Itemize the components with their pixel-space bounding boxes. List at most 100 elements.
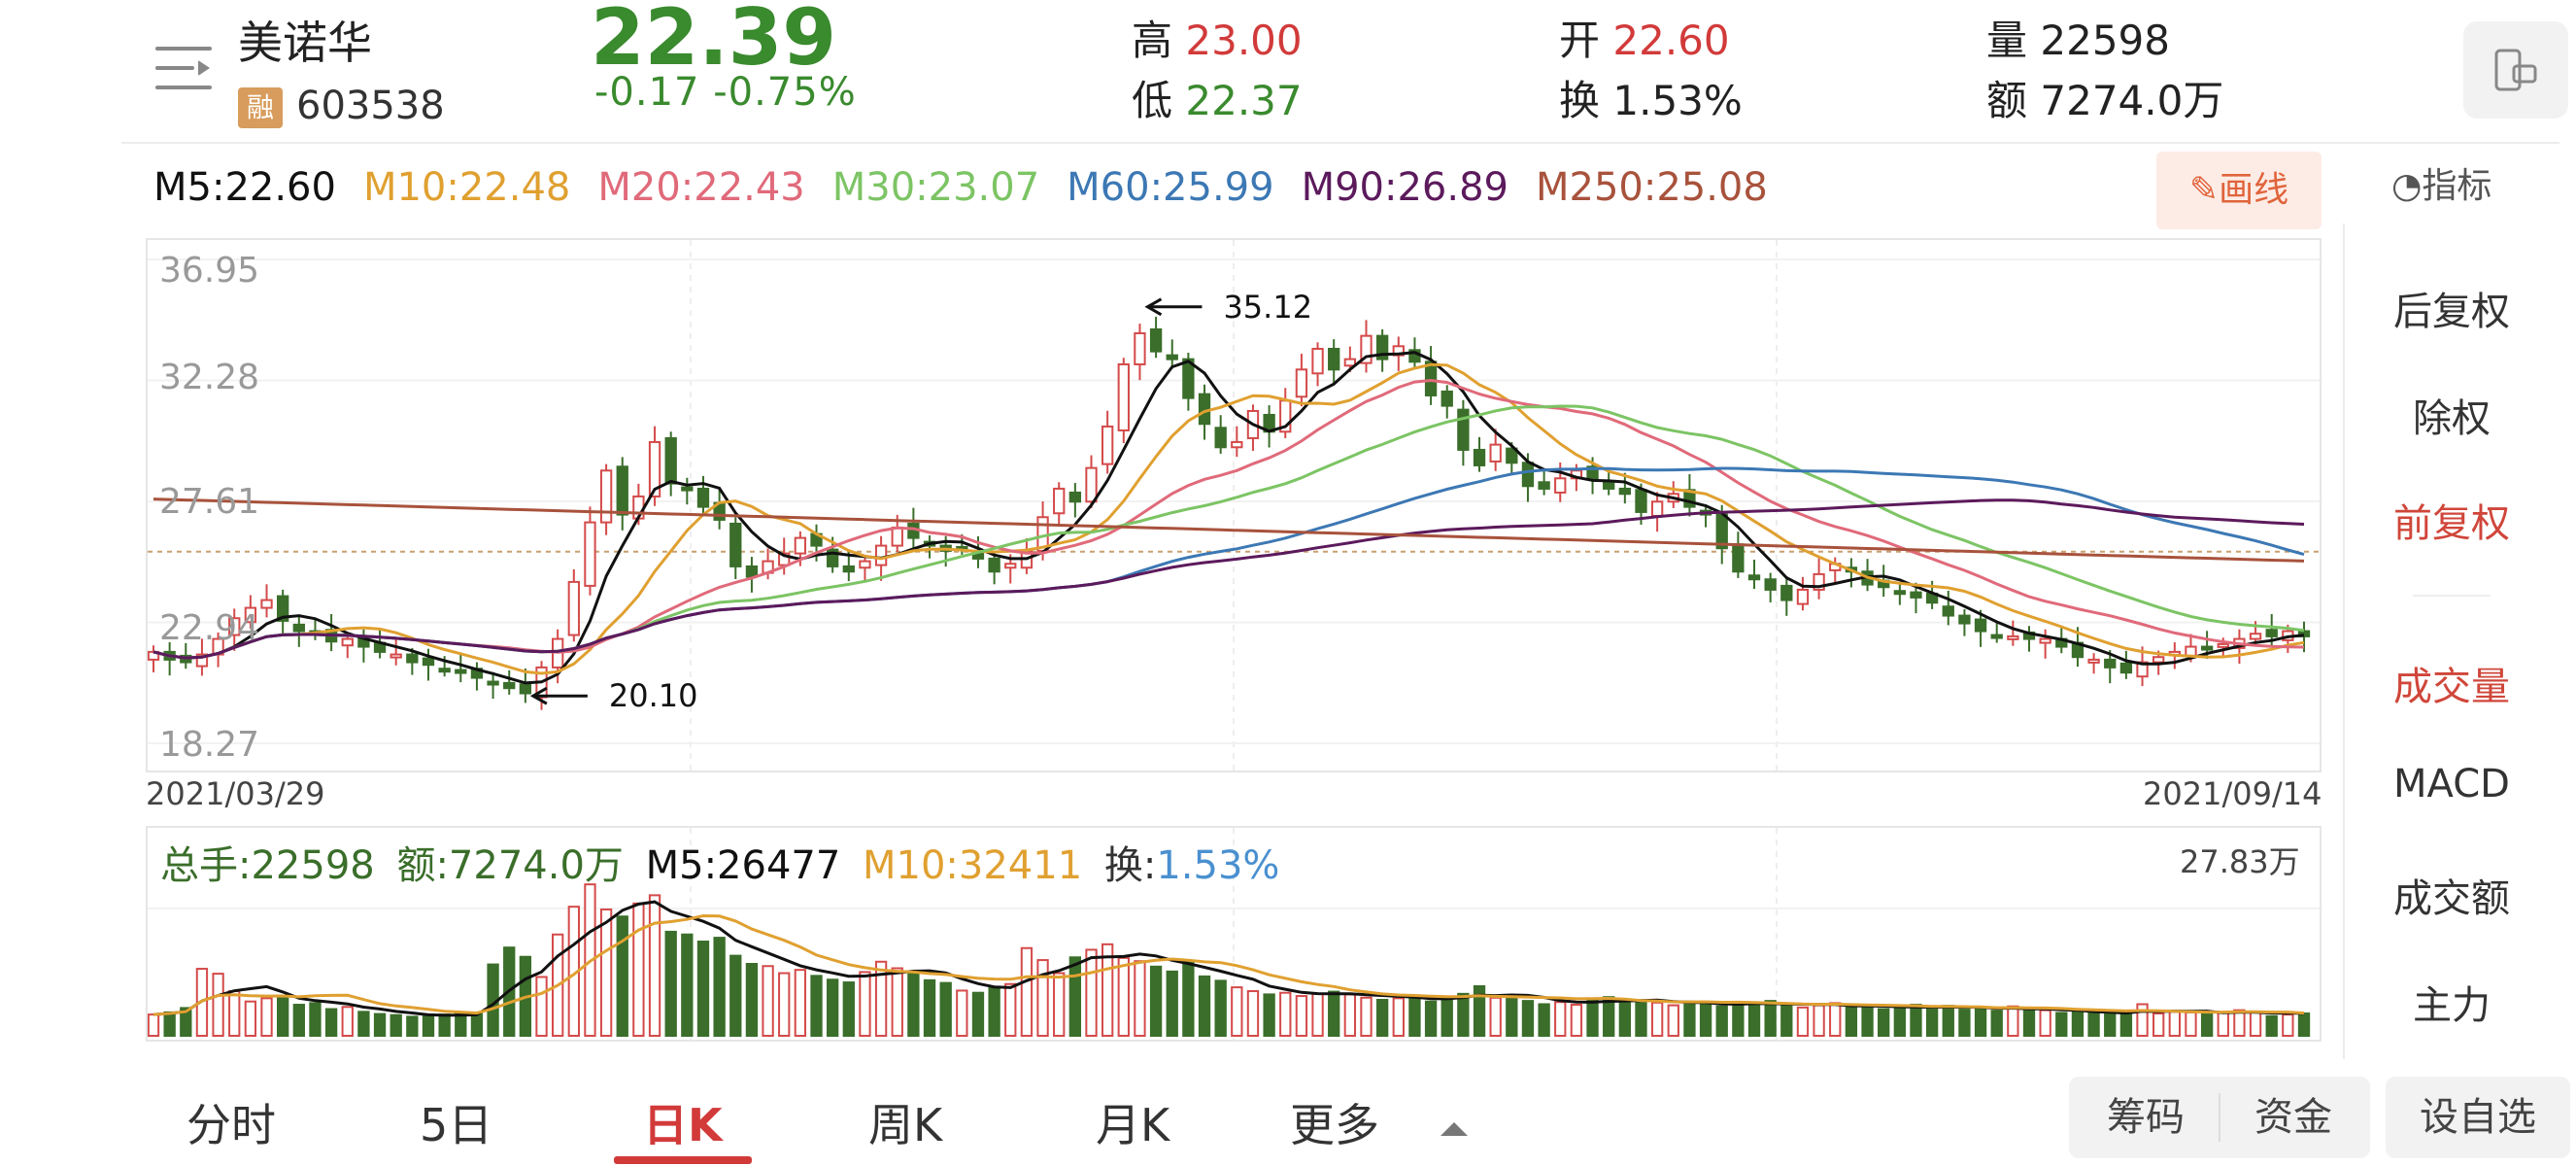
volume-bar-down	[907, 970, 920, 1037]
macd-indicator-option[interactable]: MACD	[2393, 762, 2510, 806]
candle-down	[292, 623, 305, 633]
volume-bar-up	[147, 1013, 160, 1038]
candle-up	[1101, 425, 1114, 465]
candle-down	[1149, 327, 1163, 353]
volume-bar-down	[616, 915, 628, 1037]
candle-down	[2200, 645, 2214, 651]
candle-up	[341, 637, 354, 647]
tab-weekly-k[interactable]: 周K	[868, 1099, 943, 1151]
volume-bar-down	[1635, 999, 1647, 1037]
candle-down	[1942, 605, 1954, 617]
back-adjust-option[interactable]: 后复权	[2393, 290, 2510, 334]
volume-bar-up	[2039, 1009, 2051, 1037]
tab-intraday[interactable]: 分时	[186, 1099, 276, 1151]
volume-bar-down	[2265, 1014, 2278, 1038]
volume-bar-down	[1198, 975, 1211, 1037]
volume-bar-down	[971, 991, 985, 1038]
candle-up	[584, 521, 596, 587]
candle-up	[147, 650, 160, 661]
high-marker-label: 35.12	[1223, 289, 1312, 326]
chips-funds-group: 筹码 资金	[2069, 1077, 2370, 1158]
volume-bar-up	[1231, 986, 1243, 1037]
candle-down	[1958, 614, 1971, 625]
volume-indicator-option[interactable]: 成交量	[2393, 665, 2510, 709]
start-date-label: 2021/03/29	[146, 775, 325, 812]
volume-bar-down	[1182, 959, 1195, 1037]
volume-bar-up	[1134, 960, 1146, 1037]
rotate-screen-button[interactable]	[2463, 21, 2568, 119]
volume-legend: 总手:22598 额:7274.0万 M5:26477 M10:32411 换:…	[160, 834, 1279, 890]
volume-bar-down	[1263, 993, 1275, 1037]
volume-bar-down	[1457, 992, 1470, 1038]
volume-bar-down	[729, 954, 742, 1037]
candle-down	[1506, 447, 1518, 464]
volume-bar-down	[2119, 1013, 2133, 1038]
candle-up	[1360, 334, 1373, 364]
chips-button[interactable]: 筹码	[2073, 1093, 2220, 1142]
volume-bar-down	[1408, 994, 1421, 1037]
quote-label: 换	[1559, 77, 1601, 124]
volume-bar-down	[438, 1013, 451, 1038]
candle-up	[859, 560, 871, 569]
ex-rights-option[interactable]: 除权	[2413, 396, 2491, 441]
add-watchlist-button[interactable]: 设自选	[2386, 1077, 2570, 1158]
volume-bar-down	[1878, 1008, 1890, 1037]
tab-monthly-k[interactable]: 月K	[1096, 1099, 1170, 1151]
tab-more-label: 更多	[1290, 1099, 1379, 1151]
ma60-value: M60:25.99	[1067, 165, 1274, 210]
candle-up	[1311, 347, 1324, 375]
volume-bar-up	[2007, 1005, 2019, 1037]
volume-bar-down	[390, 1013, 402, 1038]
candle-down	[487, 680, 499, 686]
volume-ma10-line	[153, 913, 2305, 1016]
candle-up	[228, 617, 241, 636]
draw-line-button[interactable]: ✎画线	[2156, 152, 2322, 229]
candle-down	[1910, 591, 1922, 599]
indicator-button[interactable]: ◔指标	[2391, 157, 2491, 208]
candle-down	[1182, 358, 1195, 399]
volume-bar-up	[1554, 1001, 1567, 1038]
candle-up	[1650, 500, 1664, 517]
tab-5day[interactable]: 5日	[420, 1099, 493, 1151]
volume-bar-up	[228, 990, 241, 1038]
amount-indicator-option[interactable]: 成交额	[2393, 876, 2510, 921]
funds-button[interactable]: 资金	[2254, 1095, 2332, 1140]
forward-adjust-option[interactable]: 前复权	[2393, 501, 2510, 546]
volume-bar-up	[1829, 1002, 1842, 1038]
candle-down	[1893, 590, 1906, 596]
ma10-value: M10:22.48	[362, 165, 571, 210]
quote-value: 23.00	[1185, 17, 1303, 64]
volume-bar-up	[1489, 996, 1502, 1037]
candle-down	[1603, 481, 1615, 490]
volume-bar-up	[2217, 1012, 2229, 1038]
turnover-label: 换:	[1103, 843, 1157, 888]
volume-bar-down	[1328, 990, 1340, 1038]
vol-ma5: M5:26477	[645, 843, 841, 888]
candlestick-chart[interactable]: 35.12 20.10	[146, 238, 2322, 772]
volume-chart[interactable]	[146, 826, 2322, 1042]
candle-up	[648, 440, 661, 497]
candle-down	[1747, 574, 1761, 581]
candle-up	[2039, 637, 2051, 644]
candle-down	[1780, 584, 1793, 601]
y-tick-label: 32.28	[159, 358, 260, 397]
volume-bar-down	[1893, 1007, 1906, 1037]
candle-up	[2087, 658, 2100, 664]
volume-bar-up	[1004, 982, 1017, 1037]
volume-bar-up	[1360, 996, 1373, 1037]
main-force-indicator-option[interactable]: 主力	[2413, 983, 2491, 1028]
header-divider	[121, 142, 2559, 144]
menu-icon[interactable]	[155, 47, 212, 91]
volume-bar-down	[1149, 965, 1163, 1037]
volume-bar-up	[1813, 1004, 1825, 1038]
candle-down	[1732, 543, 1745, 573]
tab-more[interactable]: 更多	[1290, 1090, 1468, 1154]
candle-down	[1214, 427, 1227, 449]
volume-bar-down	[1942, 1005, 1954, 1038]
quote-open: 开 22.60	[1559, 8, 1730, 67]
ma-legend: M5:22.60 M10:22.48 M20:22.43 M30:23.07 M60:2…	[153, 165, 1795, 210]
volume-bar-up	[956, 989, 968, 1038]
candle-down	[438, 668, 451, 673]
quote-low: 低 22.37	[1132, 68, 1303, 127]
tab-daily-k[interactable]: 日K	[643, 1099, 723, 1151]
